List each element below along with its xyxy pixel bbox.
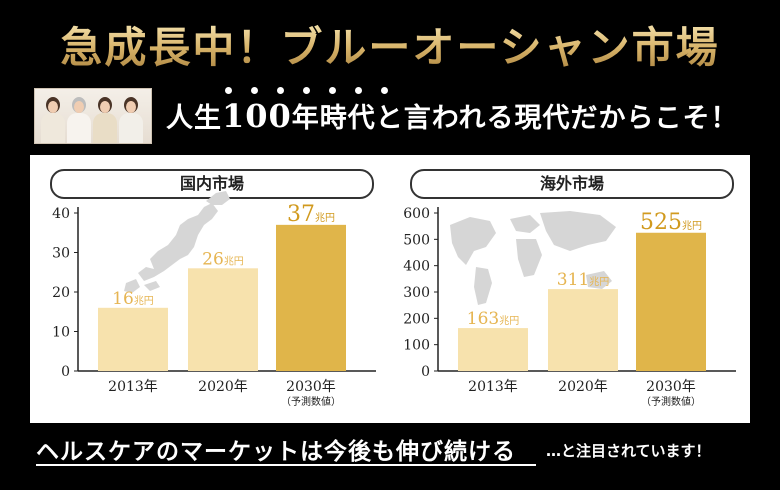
- y-tick-label: 600: [403, 206, 430, 222]
- banner-tail-text: …と注目されています！: [546, 442, 711, 460]
- bottom-banner: ヘルスケアのマーケットは今後も伸び続ける …と注目されています！: [30, 430, 750, 468]
- y-tick-label: 500: [403, 232, 430, 248]
- y-tick-label: 300: [403, 285, 430, 301]
- overseas-chart-title: 海外市場: [410, 169, 734, 199]
- japan-map-icon: [124, 191, 230, 293]
- data-label: 16兆円: [112, 289, 154, 309]
- data-label: 525兆円: [640, 210, 702, 235]
- data-label: 311兆円: [557, 270, 609, 290]
- headline: 急成長中！ブルーオーシャン市場: [0, 14, 780, 75]
- data-label: 163兆円: [467, 309, 519, 329]
- y-tick-label: 10: [52, 325, 70, 341]
- subheadline-number: 100: [222, 97, 292, 135]
- y-tick-label: 20: [52, 285, 70, 301]
- person-figure: [93, 95, 117, 143]
- subheadline: 人生100年時代と言われる現代だからこそ！: [166, 96, 738, 135]
- subheadline-before: 人生: [166, 103, 222, 134]
- charts-panel: 国内市場 海外市場 0 10 20 30 40 16兆円 2013年 26兆円 2020年 37兆…: [30, 155, 750, 423]
- family-photo: [34, 88, 152, 144]
- data-label: 26兆円: [202, 249, 244, 269]
- x-tick-note: （予測数値）: [641, 395, 701, 408]
- world-map-icon: [450, 211, 616, 305]
- bar: [276, 224, 346, 371]
- x-tick-label: 2013年: [468, 379, 518, 395]
- subheadline-after: 年時代と言われる現代だからこそ！: [291, 103, 739, 134]
- domestic-market-chart: 0 10 20 30 40 16兆円 2013年 26兆円 2020年 37兆円 2030年（予測数…: [52, 191, 376, 408]
- y-tick-label: 30: [52, 246, 70, 262]
- person-figure: [119, 95, 143, 143]
- x-tick-label: 2020年: [198, 379, 248, 395]
- data-label: 37兆円: [287, 202, 335, 227]
- x-tick-note: （予測数値）: [281, 395, 341, 408]
- person-figure: [41, 95, 65, 143]
- y-tick-label: 200: [403, 311, 430, 327]
- y-tick-label: 400: [403, 259, 430, 275]
- domestic-chart-title: 国内市場: [50, 169, 374, 199]
- emphasis-dots: [225, 87, 389, 95]
- banner-main-text: ヘルスケアのマーケットは今後も伸び続ける: [36, 439, 516, 465]
- bar: [636, 232, 706, 371]
- y-tick-label: 0: [61, 364, 70, 380]
- x-tick-label: 2030年: [646, 379, 696, 395]
- bar: [458, 328, 528, 371]
- x-tick-label: 2013年: [108, 379, 158, 395]
- y-tick-label: 40: [52, 206, 70, 222]
- y-tick-label: 100: [403, 338, 430, 354]
- x-tick-label: 2030年: [286, 379, 336, 395]
- overseas-market-chart: 0 100 200 300 400 500 600 163兆円 2013年 311兆円 2020年 5…: [403, 206, 736, 408]
- bar: [98, 307, 168, 371]
- y-tick-label: 0: [421, 364, 430, 380]
- bar: [188, 268, 258, 371]
- person-figure: [67, 95, 91, 143]
- x-tick-label: 2020年: [558, 379, 608, 395]
- banner-underline: [36, 464, 536, 466]
- bar: [548, 289, 618, 371]
